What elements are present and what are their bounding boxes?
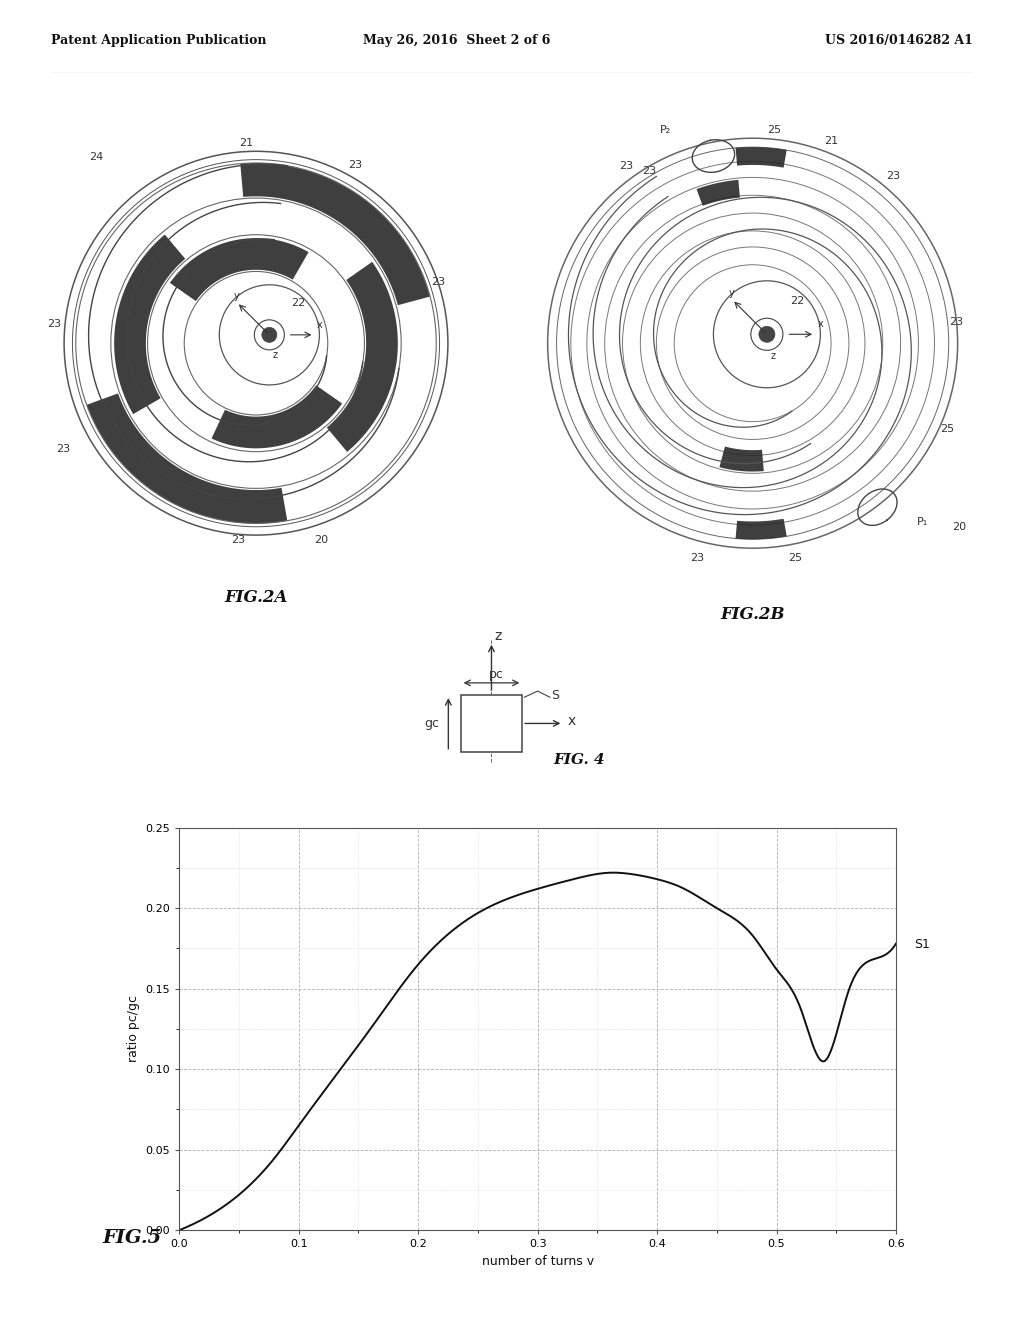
Polygon shape: [114, 235, 185, 414]
Text: 25: 25: [788, 553, 803, 562]
Text: 20: 20: [952, 523, 967, 532]
Text: May 26, 2016  Sheet 2 of 6: May 26, 2016 Sheet 2 of 6: [364, 34, 550, 48]
Text: y: y: [728, 288, 734, 298]
Polygon shape: [87, 393, 288, 524]
Text: 23: 23: [618, 161, 633, 170]
Text: FIG.5: FIG.5: [102, 1229, 162, 1247]
Bar: [461, 696, 522, 751]
Text: P₂: P₂: [659, 125, 671, 135]
Polygon shape: [212, 385, 342, 449]
Text: pc: pc: [489, 668, 504, 681]
Text: 23: 23: [231, 536, 245, 545]
Text: x: x: [316, 321, 323, 330]
Y-axis label: ratio pc/gc: ratio pc/gc: [127, 995, 140, 1063]
Text: P₁: P₁: [916, 517, 928, 527]
Text: 25: 25: [940, 424, 954, 434]
Circle shape: [262, 327, 276, 342]
Text: 23: 23: [887, 172, 900, 181]
Text: 23: 23: [690, 553, 705, 562]
Text: y: y: [233, 290, 239, 301]
Text: z: z: [272, 350, 278, 360]
Text: 23: 23: [55, 444, 70, 454]
Text: 20: 20: [314, 536, 329, 545]
Polygon shape: [735, 519, 786, 540]
Polygon shape: [170, 238, 308, 301]
Text: 25: 25: [767, 125, 781, 135]
Text: FIG. 4: FIG. 4: [553, 752, 604, 767]
Text: x: x: [818, 319, 823, 329]
Text: 22: 22: [291, 298, 305, 309]
Text: 24: 24: [89, 152, 103, 161]
Text: FIG.2A: FIG.2A: [224, 589, 288, 606]
Text: FIG.2B: FIG.2B: [721, 606, 784, 623]
Polygon shape: [241, 162, 430, 305]
Text: 21: 21: [240, 139, 253, 148]
Text: S1: S1: [914, 939, 930, 952]
Text: 23: 23: [47, 318, 61, 329]
Text: US 2016/0146282 A1: US 2016/0146282 A1: [825, 34, 973, 48]
Text: z: z: [495, 628, 502, 643]
Text: gc: gc: [424, 717, 439, 730]
Text: 21: 21: [824, 136, 838, 145]
Text: 23: 23: [642, 166, 656, 176]
Text: 23: 23: [431, 277, 445, 286]
Polygon shape: [720, 446, 764, 471]
Text: Patent Application Publication: Patent Application Publication: [51, 34, 266, 48]
Text: z: z: [770, 351, 775, 362]
Polygon shape: [696, 180, 740, 206]
Text: x: x: [567, 714, 575, 729]
Text: S: S: [551, 689, 559, 702]
Text: 23: 23: [348, 160, 361, 170]
Text: 22: 22: [791, 296, 804, 306]
Circle shape: [759, 326, 775, 342]
Polygon shape: [735, 147, 786, 168]
Text: 23: 23: [948, 317, 963, 327]
X-axis label: number of turns v: number of turns v: [481, 1255, 594, 1267]
Polygon shape: [327, 261, 398, 451]
